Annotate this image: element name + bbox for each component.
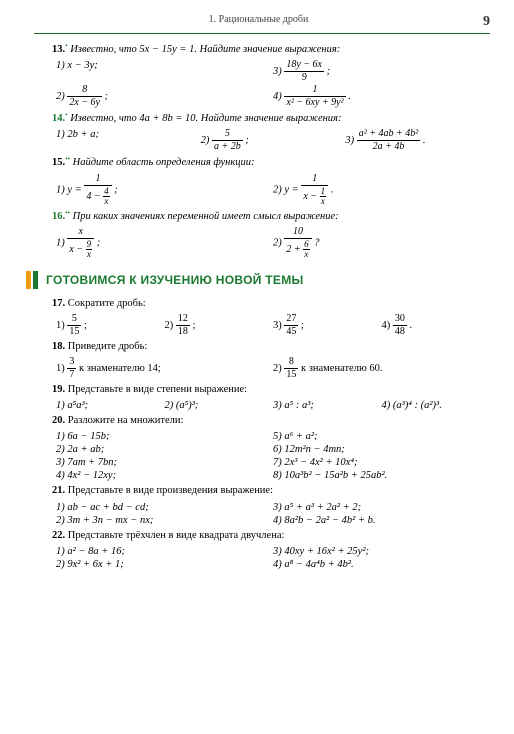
q15-2: 2) y = 1x − 1x .: [273, 174, 490, 206]
q20-4: 4) 4x² − 12xy;: [56, 470, 273, 481]
chapter-title: 1. Рациональные дроби: [34, 14, 483, 30]
q14-2: 2) 5a + 2b ;: [201, 129, 346, 152]
q18-1: 1) 37 к знаменателю 14;: [56, 357, 273, 380]
q20-2: 2) 2a + ab;: [56, 444, 273, 455]
q22-1: 1) a² − 8a + 16;: [56, 546, 273, 557]
q14-3: 3) a² + 4ab + 4b²2a + 4b .: [345, 129, 490, 152]
q15-1: 1) y = 14 − 4x ;: [56, 174, 273, 206]
q22-4: 4) a⁸ − 4a⁴b + 4b².: [273, 559, 490, 570]
q19-2: 2) (a⁵)³;: [165, 400, 274, 411]
q20-1: 1) 6a − 15b;: [56, 431, 273, 442]
q14: 14.• Известно, что 4a + 8b = 10. Найдите…: [34, 111, 490, 126]
q21: 21. Представьте в виде произведения выра…: [34, 484, 490, 498]
q21-4: 4) 8a²b − 2a² − 4b² + b.: [273, 515, 490, 526]
q20-3: 3) 7am + 7bn;: [56, 457, 273, 468]
q17-1: 1) 515 ;: [56, 314, 165, 337]
q18: 18. Приведите дробь:: [34, 340, 490, 354]
header: 1. Рациональные дроби 9: [34, 14, 490, 34]
q18-2: 2) 815 к знаменателю 60.: [273, 357, 490, 380]
q17: 17. Сократите дробь:: [34, 297, 490, 311]
q21-3: 3) a⁵ + a³ + 2a² + 2;: [273, 502, 490, 513]
q20: 20. Разложите на множители:: [34, 414, 490, 428]
q13-2: 2) 82x − 6y ;: [56, 85, 273, 108]
q13-3: 3) 18y − 6x9 ;: [273, 60, 490, 83]
q13-1: 1) x − 3y;: [56, 60, 273, 83]
q20-5: 5) a⁶ + a²;: [273, 431, 490, 442]
q16-1: 1) xx − 9x ;: [56, 227, 273, 259]
q16: 16.•• При каких значениях переменной име…: [34, 209, 490, 224]
q22: 22. Представьте трёхчлен в виде квадрата…: [34, 529, 490, 543]
q20-6: 6) 12m²n − 4mn;: [273, 444, 490, 455]
q14-1: 1) 2b + a;: [56, 129, 201, 152]
q13-4: 4) 1x² − 6xy + 9y² .: [273, 85, 490, 108]
q21-2: 2) 3m + 3n − mx − nx;: [56, 515, 273, 526]
q22-2: 2) 9x² + 6x + 1;: [56, 559, 273, 570]
page-number: 9: [483, 14, 490, 30]
q19-4: 4) (a³)⁴ : (a²)³.: [382, 400, 491, 411]
q17-2: 2) 1218 ;: [165, 314, 274, 337]
q15: 15.•• Найдите область определения функци…: [34, 155, 490, 170]
q17-3: 3) 2745 ;: [273, 314, 382, 337]
accent-bar-icon: [33, 271, 38, 289]
q20-8: 8) 10a³b² − 15a²b + 25ab².: [273, 470, 490, 481]
q19-1: 1) a⁵a³;: [56, 400, 165, 411]
section-banner: ГОТОВИМСЯ К ИЗУЧЕНИЮ НОВОЙ ТЕМЫ: [26, 271, 490, 289]
accent-bar-icon: [26, 271, 31, 289]
q13: 13.• Известно, что 5x − 15y = 1. Найдите…: [34, 42, 490, 57]
q21-1: 1) ab − ac + bd − cd;: [56, 502, 273, 513]
q19-3: 3) a⁵ : a³;: [273, 400, 382, 411]
page: 1. Рациональные дроби 9 13.• Известно, ч…: [0, 0, 514, 734]
q20-7: 7) 2x³ − 4x² + 10x⁴;: [273, 457, 490, 468]
q19: 19. Представьте в виде степени выражение…: [34, 383, 490, 397]
q22-3: 3) 40xy + 16x² + 25y²;: [273, 546, 490, 557]
q16-2: 2) 102 + 6x ?: [273, 227, 490, 259]
q17-4: 4) 3048 .: [382, 314, 491, 337]
